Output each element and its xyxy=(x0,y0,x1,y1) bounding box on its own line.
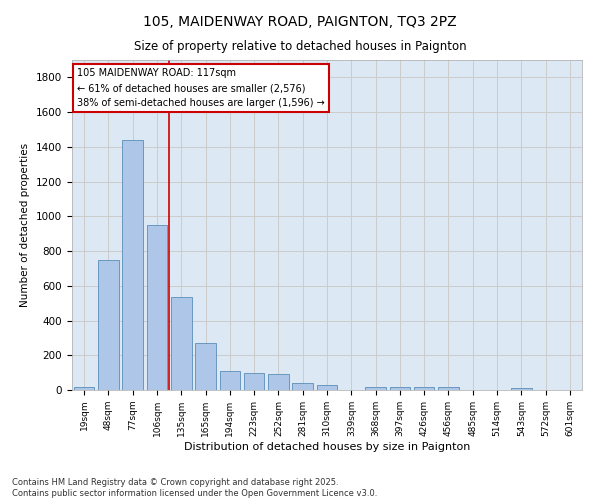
Bar xyxy=(292,383,313,390)
Bar xyxy=(220,371,240,390)
Text: Contains HM Land Registry data © Crown copyright and database right 2025.
Contai: Contains HM Land Registry data © Crown c… xyxy=(12,478,377,498)
Bar xyxy=(389,388,410,390)
X-axis label: Distribution of detached houses by size in Paignton: Distribution of detached houses by size … xyxy=(184,442,470,452)
Text: 105, MAIDENWAY ROAD, PAIGNTON, TQ3 2PZ: 105, MAIDENWAY ROAD, PAIGNTON, TQ3 2PZ xyxy=(143,15,457,29)
Bar xyxy=(146,225,167,390)
Bar xyxy=(195,343,216,390)
Bar xyxy=(511,388,532,390)
Text: Size of property relative to detached houses in Paignton: Size of property relative to detached ho… xyxy=(134,40,466,53)
Bar xyxy=(268,374,289,390)
Bar xyxy=(98,260,119,390)
Bar xyxy=(414,386,434,390)
Bar xyxy=(438,387,459,390)
Bar xyxy=(317,386,337,390)
Bar xyxy=(74,386,94,390)
Y-axis label: Number of detached properties: Number of detached properties xyxy=(20,143,31,307)
Text: 105 MAIDENWAY ROAD: 117sqm
← 61% of detached houses are smaller (2,576)
38% of s: 105 MAIDENWAY ROAD: 117sqm ← 61% of deta… xyxy=(77,68,325,108)
Bar xyxy=(122,140,143,390)
Bar xyxy=(244,372,265,390)
Bar xyxy=(365,387,386,390)
Bar xyxy=(171,297,191,390)
